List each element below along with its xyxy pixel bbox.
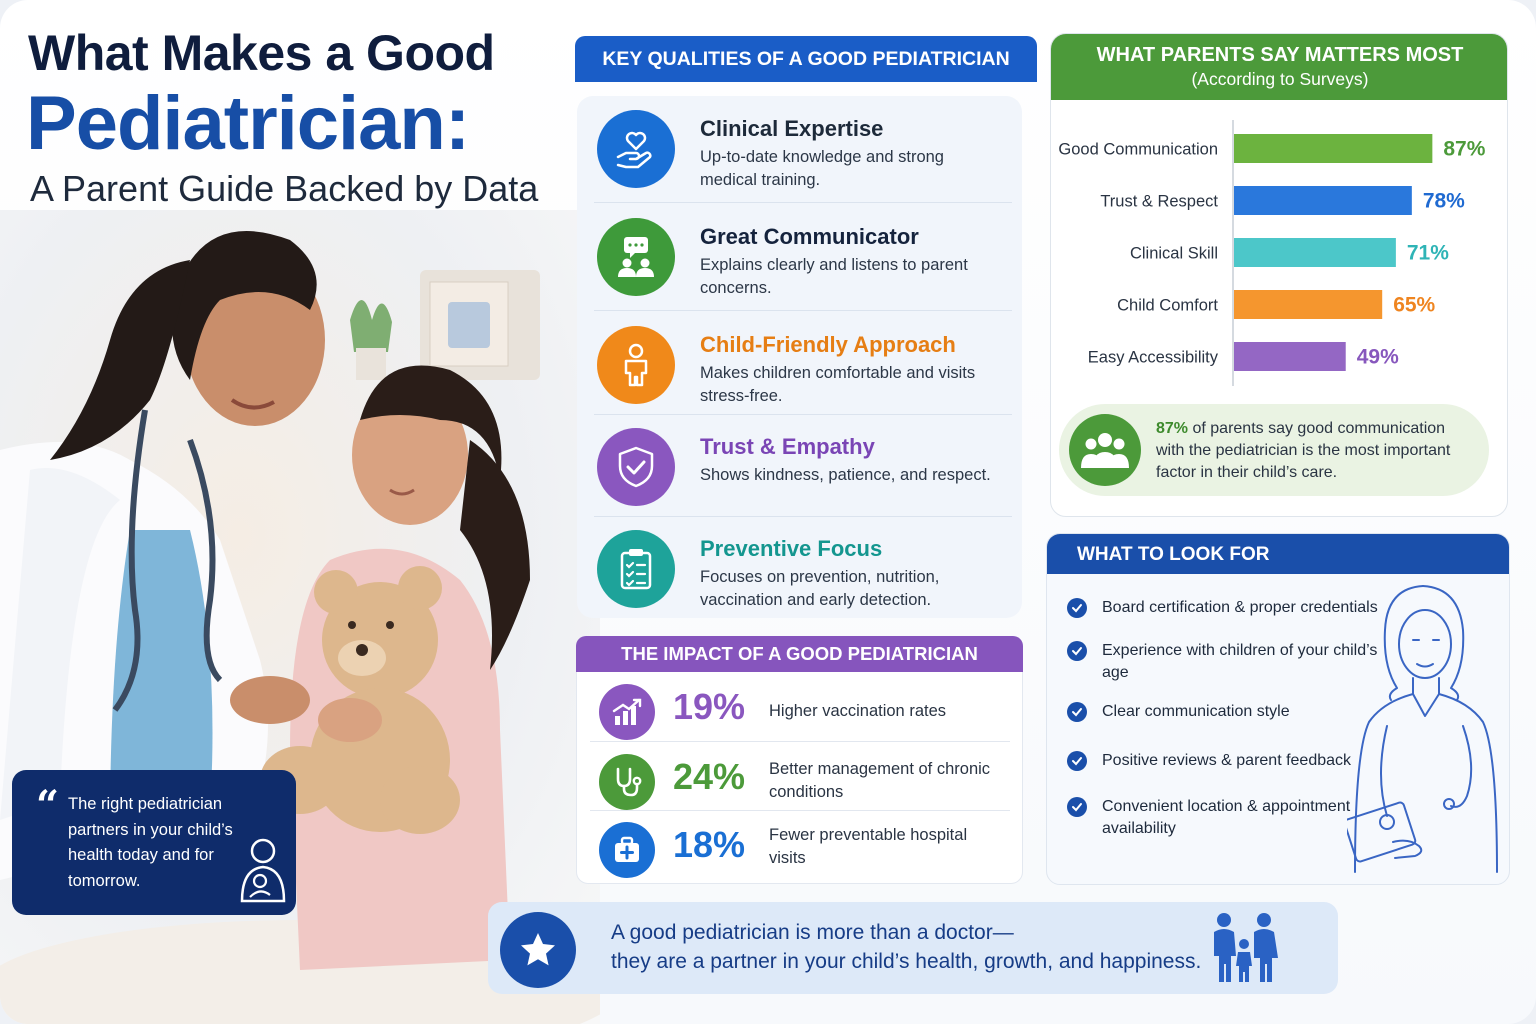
survey-callout-text: 87% of parents say good communication wi… bbox=[1156, 418, 1476, 484]
chart-category-label: Trust & Respect bbox=[1100, 193, 1218, 211]
quality-desc: Up-to-date knowledge and strong medical … bbox=[700, 148, 944, 189]
chart-value-label: 49% bbox=[1357, 346, 1399, 369]
chart-value-label: 65% bbox=[1393, 294, 1435, 317]
chart-bar bbox=[1234, 134, 1433, 163]
check-icon bbox=[1067, 751, 1087, 771]
quality-desc: Makes children comfortable and visits st… bbox=[700, 364, 976, 405]
footer-line-2: they are a partner in your child’s healt… bbox=[611, 950, 1202, 973]
impact-desc: Higher vaccination rates bbox=[769, 702, 947, 720]
impact-desc: Fewer preventable hospital visits bbox=[769, 826, 968, 867]
impact-heading: THE IMPACT OF A GOOD PEDIATRICIAN bbox=[576, 636, 1023, 672]
chart-value-label: 71% bbox=[1407, 242, 1449, 265]
look-for-heading: WHAT TO LOOK FOR bbox=[1047, 534, 1509, 574]
footer-text: A good pediatrician is more than a docto… bbox=[611, 918, 1201, 976]
group-people-icon bbox=[1069, 414, 1141, 486]
footer-line-1: A good pediatrician is more than a docto… bbox=[611, 921, 1014, 944]
chart-up-icon bbox=[599, 684, 655, 740]
impact-value: 24% bbox=[673, 756, 746, 797]
chart-bar bbox=[1234, 290, 1383, 319]
quality-desc: Shows kindness, patience, and respect. bbox=[700, 466, 991, 484]
check-icon bbox=[1067, 641, 1087, 661]
check-icon bbox=[1067, 797, 1087, 817]
impact-desc: Better management of chronic conditions bbox=[769, 760, 991, 801]
impact-value: 18% bbox=[673, 824, 746, 865]
impact-row: 19% Higher vaccination rates bbox=[577, 676, 1024, 744]
quote-card: “ The right pediatrician partners in you… bbox=[12, 770, 296, 915]
quality-item: Child-Friendly Approach Makes children c… bbox=[597, 316, 1012, 422]
look-for-text: Clear communication style bbox=[1102, 703, 1290, 720]
doctor-line-illustration bbox=[1347, 585, 1498, 873]
shield-check-icon bbox=[597, 428, 675, 506]
quality-desc: Focuses on prevention, nutrition, vaccin… bbox=[700, 568, 940, 609]
quality-item: Great Communicator Explains clearly and … bbox=[597, 208, 1012, 314]
check-icon bbox=[1067, 598, 1087, 618]
chart-value-label: 87% bbox=[1443, 138, 1485, 161]
quote-text: The right pediatrician partners in your … bbox=[68, 795, 233, 890]
child-icon bbox=[597, 326, 675, 404]
survey-callout-body: of parents say good communication with t… bbox=[1156, 420, 1451, 481]
title-line-3: A Parent Guide Backed by Data bbox=[30, 168, 539, 209]
heart-hand-icon bbox=[597, 110, 675, 188]
look-for-text: Convenient location & appointment availa… bbox=[1102, 798, 1351, 837]
chart-bar bbox=[1234, 186, 1412, 215]
survey-callout-highlight: 87% bbox=[1156, 420, 1189, 437]
quality-item: Clinical Expertise Up-to-date knowledge … bbox=[597, 100, 1012, 206]
stethoscope-icon bbox=[599, 754, 655, 810]
divider bbox=[594, 414, 1012, 415]
quality-item: Preventive Focus Focuses on prevention, … bbox=[597, 520, 1012, 626]
look-for-text: Board certification & proper credentials bbox=[1102, 599, 1378, 616]
divider bbox=[590, 810, 1010, 811]
star-icon bbox=[500, 912, 576, 988]
chart-bar bbox=[1234, 238, 1396, 267]
divider bbox=[594, 202, 1012, 203]
chart-category-label: Good Communication bbox=[1058, 141, 1218, 159]
chart-bar bbox=[1234, 342, 1346, 371]
key-qualities-panel: Clinical Expertise Up-to-date knowledge … bbox=[577, 96, 1022, 618]
look-for-text: Positive reviews & parent feedback bbox=[1102, 752, 1352, 769]
quality-desc: Explains clearly and listens to parent c… bbox=[700, 256, 968, 297]
family-icon bbox=[1214, 913, 1278, 982]
chart-category-label: Child Comfort bbox=[1117, 297, 1218, 315]
chart-value-label: 78% bbox=[1423, 190, 1465, 213]
chat-people-icon bbox=[597, 218, 675, 296]
impact-value: 19% bbox=[673, 686, 746, 727]
impact-row: 24% Better management of chronic conditi… bbox=[577, 746, 1024, 814]
quality-title: Great Communicator bbox=[700, 224, 919, 249]
impact-row: 18% Fewer preventable hospital visits bbox=[577, 814, 1024, 882]
survey-bar-chart: Good Communication 87% Trust & Respect 78% C… bbox=[1058, 120, 1486, 386]
survey-callout: 87% of parents say good communication wi… bbox=[1059, 404, 1489, 496]
impact-panel: 19% Higher vaccination rates 24% Better … bbox=[576, 672, 1023, 884]
quality-title: Trust & Empathy bbox=[700, 434, 875, 459]
divider bbox=[594, 516, 1012, 517]
parent-child-icon bbox=[240, 838, 286, 903]
survey-subtitle: (According to Surveys) bbox=[1191, 69, 1369, 89]
survey-chart-card: WHAT PARENTS SAY MATTERS MOST (According… bbox=[1050, 33, 1508, 517]
check-icon bbox=[1067, 702, 1087, 722]
footer-banner: A good pediatrician is more than a docto… bbox=[488, 902, 1338, 994]
key-qualities-heading: KEY QUALITIES OF A GOOD PEDIATRICIAN bbox=[575, 36, 1037, 82]
divider bbox=[590, 741, 1010, 742]
survey-title: WHAT PARENTS SAY MATTERS MOST bbox=[1096, 44, 1464, 66]
quality-title: Preventive Focus bbox=[700, 536, 883, 561]
survey-heading-bar: WHAT PARENTS SAY MATTERS MOST (According… bbox=[1051, 34, 1507, 100]
divider bbox=[594, 310, 1012, 311]
quality-title: Clinical Expertise bbox=[700, 116, 884, 141]
chart-category-label: Easy Accessibility bbox=[1088, 349, 1219, 367]
quality-item: Trust & Empathy Shows kindness, patience… bbox=[597, 418, 1012, 524]
look-for-text: Experience with children of your child’s… bbox=[1102, 642, 1378, 681]
quote-mark: “ bbox=[36, 782, 60, 829]
medical-kit-icon bbox=[599, 822, 655, 878]
title-line-2: Pediatrician: bbox=[26, 81, 470, 166]
quality-title: Child-Friendly Approach bbox=[700, 332, 956, 357]
look-for-card: WHAT TO LOOK FOR Board certification & p… bbox=[1046, 533, 1510, 885]
title-line-1: What Makes a Good bbox=[28, 25, 495, 81]
clipboard-checklist-icon bbox=[597, 530, 675, 608]
chart-category-label: Clinical Skill bbox=[1130, 245, 1218, 263]
